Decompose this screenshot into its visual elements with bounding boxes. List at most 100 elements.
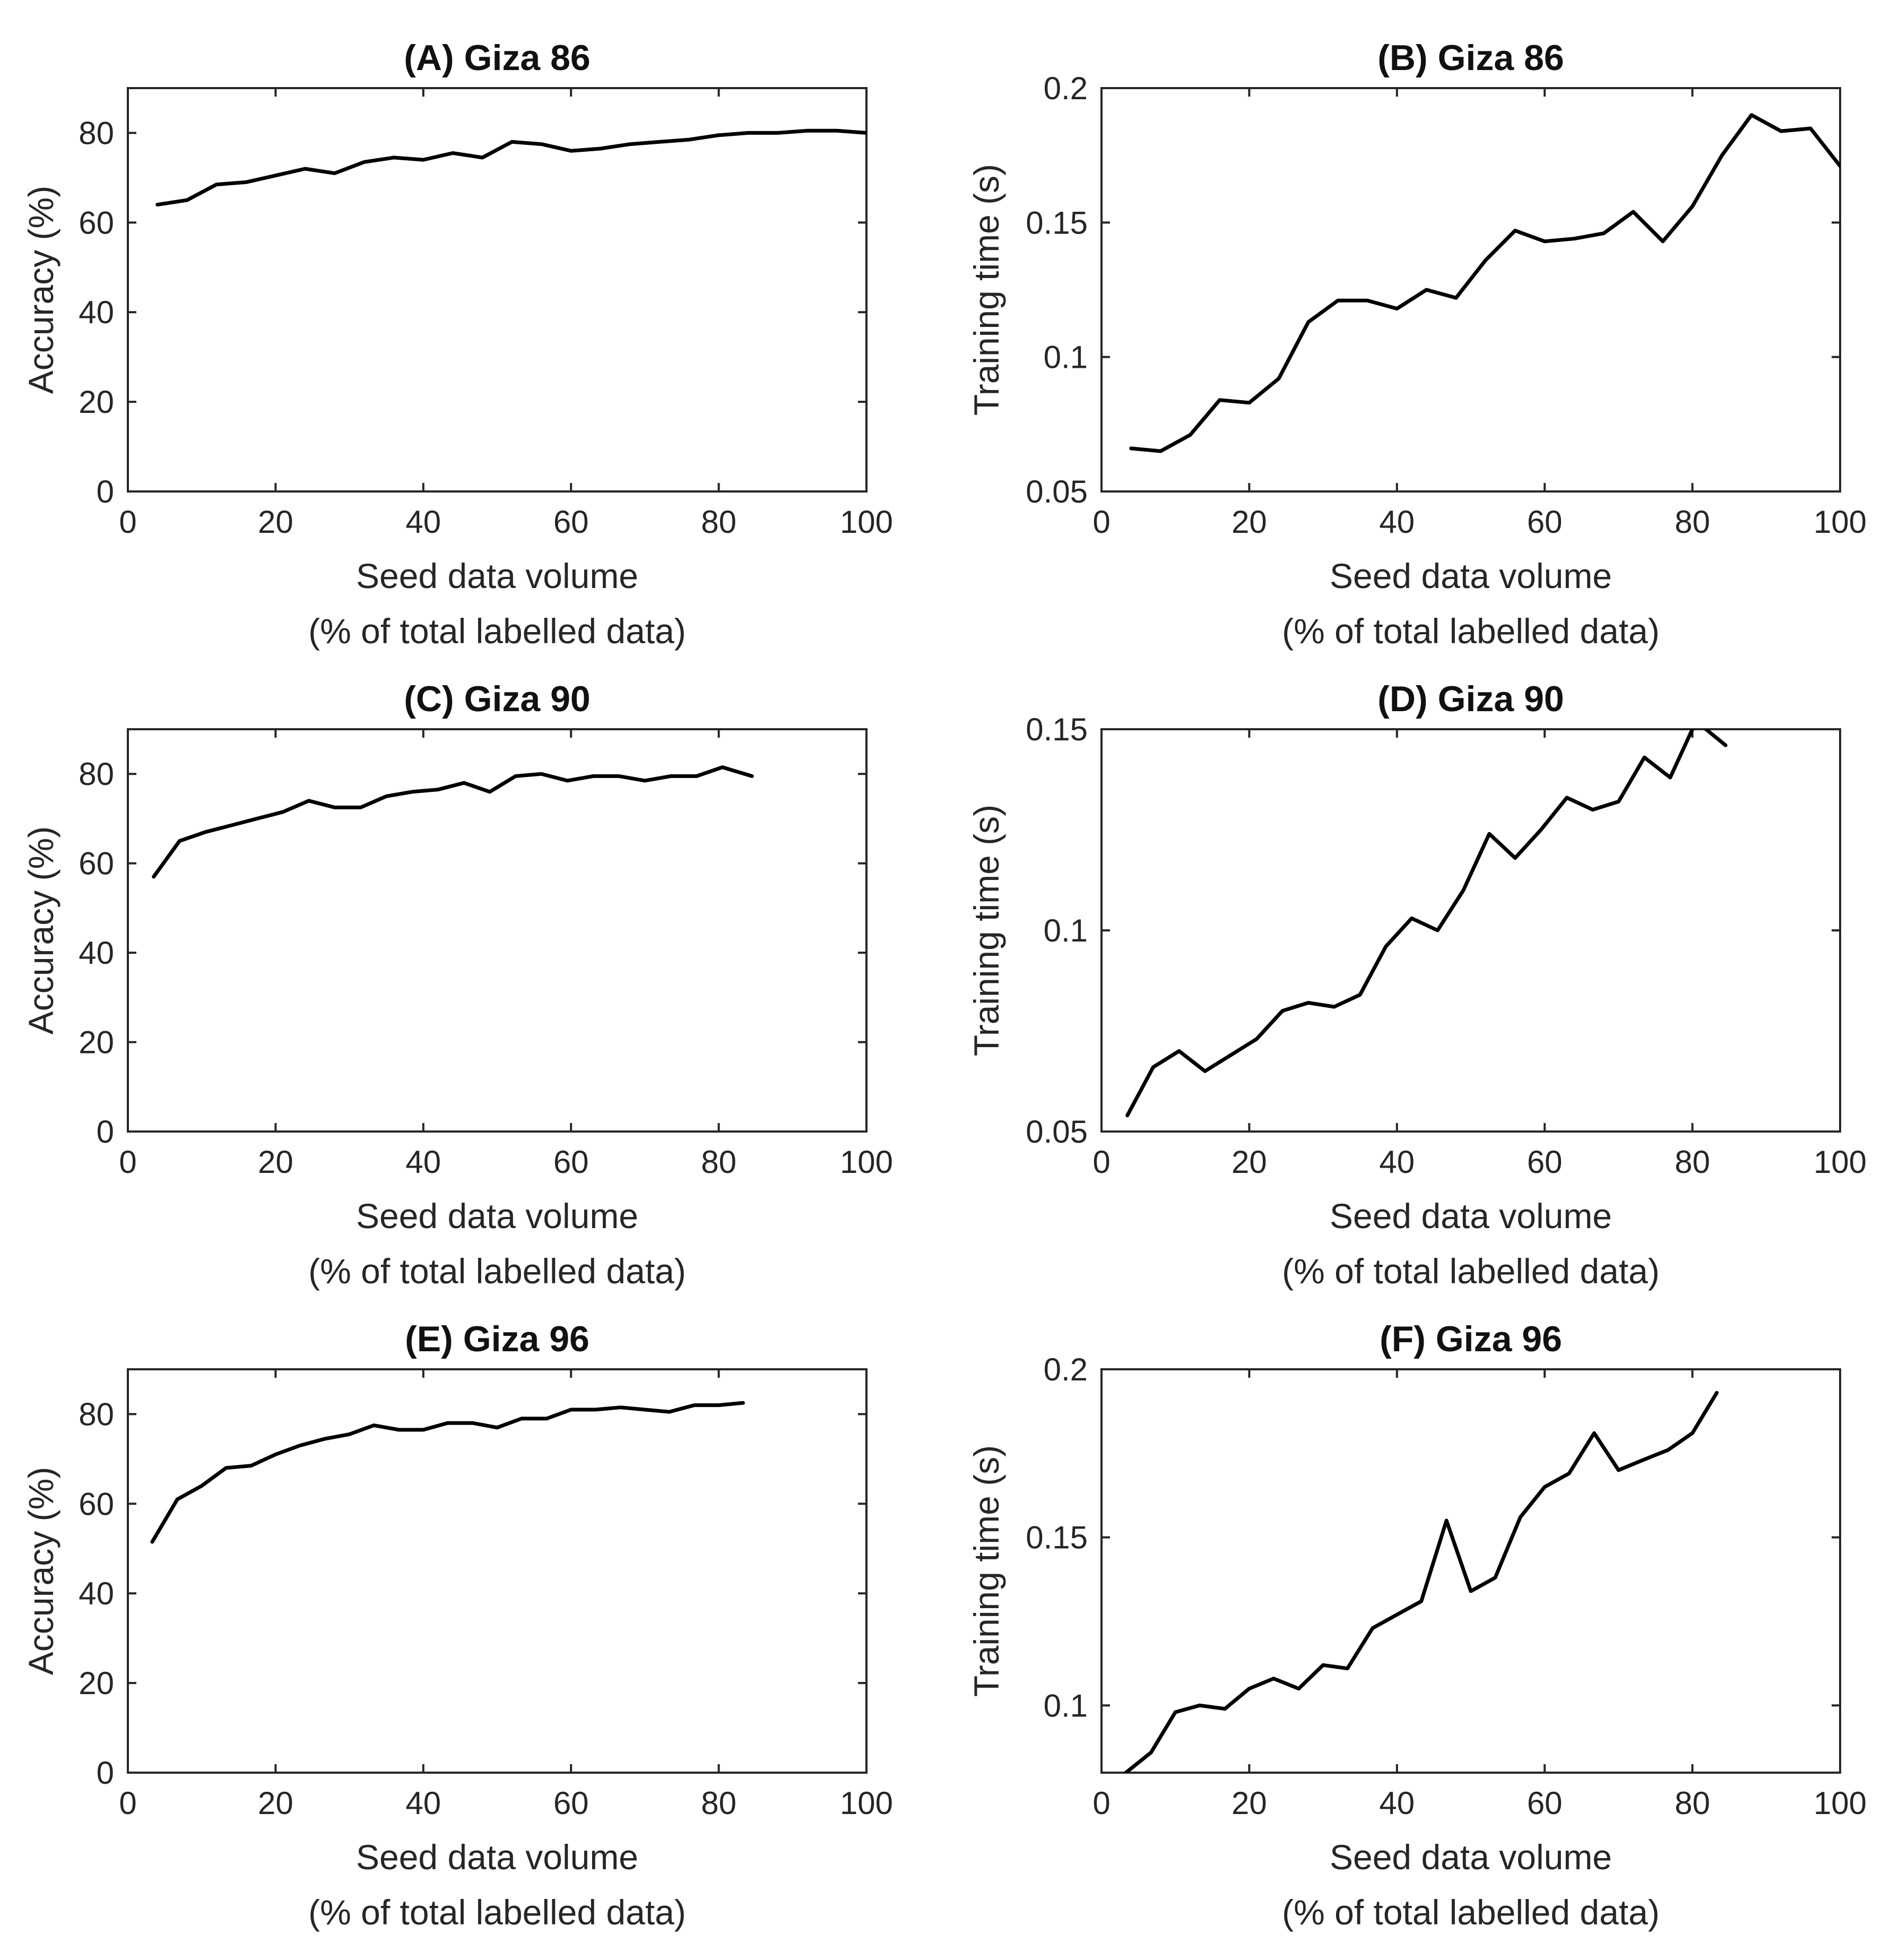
panel-f-axes-frame (1100, 1368, 1841, 1774)
panel-c-x-tick-label: 0 (119, 1144, 136, 1180)
panel-a-x-tick-label: 0 (119, 504, 136, 540)
panel-e-y-label: Accuracy (%) (21, 1467, 60, 1675)
panel-c-x-label: Seed data volume (356, 1196, 638, 1236)
panel-e-y-tick-label: 60 (79, 1486, 114, 1522)
panel-c-y-tick-label: 40 (79, 935, 114, 971)
panel-d-x-tick-label: 0 (1092, 1144, 1110, 1180)
panel-f-x-tick-label: 100 (1814, 1785, 1867, 1821)
panel-a-series-line (155, 128, 866, 207)
panel-d-x-tick-label: 20 (1232, 1144, 1267, 1180)
panel-e-axes-frame (127, 1368, 868, 1774)
panel-a-x-tick-label: 60 (553, 504, 589, 540)
panel-e-x-tick-label: 80 (701, 1785, 736, 1821)
panel-e-x-tick-label: 100 (840, 1785, 893, 1821)
panel-b-x-tick-label: 60 (1527, 504, 1563, 540)
panel-c: 0 20 40 60 80 100 0 20 40 60 80 (C) Giza 90 Seed dat… (21, 679, 893, 1291)
panel-a-y-label: Accuracy (%) (21, 186, 60, 394)
panel-e-x-tick-label: 60 (553, 1785, 589, 1821)
panel-e-series-line (150, 1401, 745, 1544)
panel-f-x-tick-label: 80 (1675, 1785, 1710, 1821)
panel-e-x-tick-label: 40 (405, 1785, 441, 1821)
panel-d-y-tick-label: 0.05 (1026, 1114, 1088, 1150)
panel-d-x-label-sub: (% of total labelled data) (1282, 1251, 1660, 1291)
panel-e-x-label-sub: (% of total labelled data) (308, 1893, 686, 1932)
panel-b-x-tick-label: 0 (1092, 504, 1110, 540)
panel-d-y-label: Training time (s) (967, 805, 1006, 1056)
panel-d-x-tick-label: 60 (1527, 1144, 1563, 1180)
panel-d-x-tick-label: 100 (1814, 1144, 1867, 1180)
panel-f-series-line (1124, 1391, 1719, 1773)
panel-d-x-label: Seed data volume (1330, 1196, 1612, 1236)
panel-e-y-tick-label: 20 (79, 1665, 114, 1701)
panel-a-y-tick-label: 40 (79, 295, 114, 330)
panel-b-x-tick-label: 100 (1814, 504, 1867, 540)
panel-b-x-tick-label: 40 (1379, 504, 1415, 540)
panel-a-axes-frame (127, 87, 868, 493)
panel-f-y-tick-label: 0.1 (1044, 1688, 1088, 1723)
panel-f-x-tick-label: 60 (1527, 1785, 1563, 1821)
panel-c-x-tick-label: 100 (840, 1144, 893, 1180)
panel-e-x-label: Seed data volume (356, 1837, 638, 1877)
panel-e-x-tick-label: 20 (258, 1785, 293, 1821)
panel-d-series-line (1125, 729, 1728, 1118)
panel-b-x-label-sub: (% of total labelled data) (1282, 611, 1660, 651)
panel-c-x-tick-label: 80 (701, 1144, 736, 1180)
panel-f-y-label: Training time (s) (967, 1445, 1006, 1697)
panel-c-title: (C) Giza 90 (404, 679, 590, 719)
panel-c-y-tick-label: 0 (97, 1114, 114, 1150)
panel-b-axes-frame (1100, 87, 1841, 493)
panel-b-series-line (1129, 113, 1840, 453)
panel-a-x-tick-label: 20 (258, 504, 293, 540)
panel-a-y-tick-label: 60 (79, 205, 114, 240)
panel-b-x-tick-label: 20 (1232, 504, 1267, 540)
panel-d: 0 20 40 60 80 100 0.05 0.1 0.15 (D) Giza 90 Seed d… (967, 679, 1867, 1291)
panel-b-y-tick-label: 0.1 (1044, 340, 1088, 375)
panel-b-x-label: Seed data volume (1330, 556, 1612, 595)
panel-c-x-tick-label: 20 (258, 1144, 293, 1180)
panel-a-y-tick-label: 0 (97, 474, 114, 510)
panel-c-axes-frame (127, 728, 868, 1133)
panel-a-y-tick-label: 20 (79, 384, 114, 420)
panel-e-y-tick-label: 80 (79, 1396, 114, 1432)
panel-d-y-tick-label: 0.15 (1026, 712, 1088, 747)
panel-c-y-tick-label: 80 (79, 756, 114, 792)
panel-f-x-tick-label: 0 (1092, 1785, 1110, 1821)
panel-f-x-label-sub: (% of total labelled data) (1282, 1893, 1660, 1932)
panel-a-x-tick-label: 80 (701, 504, 736, 540)
panel-c-series-line (152, 765, 754, 879)
panel-a-y-tick-label: 80 (79, 115, 114, 151)
panel-c-y-tick-label: 60 (79, 846, 114, 882)
panel-a: 0 20 40 60 80 100 0 20 40 60 80 (A) Giza 86 Seed dat… (21, 38, 893, 651)
panel-b-title: (B) Giza 86 (1377, 38, 1564, 78)
panel-b-y-tick-label: 0.15 (1026, 205, 1088, 240)
panel-e-y-tick-label: 40 (79, 1576, 114, 1611)
panel-e-x-tick-label: 0 (119, 1785, 136, 1821)
panel-f-x-label: Seed data volume (1330, 1837, 1612, 1877)
panel-e: 0 20 40 60 80 100 0 20 40 60 80 (E) Giza 96 Seed dat… (21, 1319, 893, 1932)
panel-f-y-tick-label: 0.2 (1044, 1352, 1088, 1387)
panel-a-x-tick-label: 40 (405, 504, 441, 540)
panel-c-x-tick-label: 60 (553, 1144, 589, 1180)
panel-b-y-tick-label: 0.05 (1026, 474, 1088, 510)
panel-c-y-label: Accuracy (%) (21, 826, 60, 1034)
panel-b-x-tick-label: 80 (1675, 504, 1710, 540)
panel-f-y-tick-label: 0.15 (1026, 1520, 1088, 1556)
panel-d-title: (D) Giza 90 (1377, 679, 1564, 719)
panel-d-x-tick-label: 80 (1675, 1144, 1710, 1180)
panel-a-x-tick-label: 100 (840, 504, 893, 540)
panel-c-y-tick-label: 20 (79, 1025, 114, 1060)
panel-f-x-tick-label: 40 (1379, 1785, 1415, 1821)
panel-b: 0 20 40 60 80 100 0.05 0.1 0.15 0.2 (B) Giza 86 See… (967, 38, 1867, 651)
panel-e-title: (E) Giza 96 (405, 1319, 589, 1359)
panel-a-x-label: Seed data volume (356, 556, 638, 595)
panel-f: 0 20 40 60 80 100 0.1 0.15 0.2 (F) Giza 96 Seed da… (967, 1319, 1867, 1932)
panel-b-y-label: Training time (s) (967, 164, 1006, 416)
panel-e-y-tick-label: 0 (97, 1755, 114, 1791)
panel-c-x-label-sub: (% of total labelled data) (308, 1251, 686, 1291)
panel-d-axes-frame (1100, 728, 1841, 1133)
panel-f-title: (F) Giza 96 (1380, 1319, 1562, 1359)
panel-b-y-tick-label: 0.2 (1044, 71, 1088, 106)
panel-d-y-tick-label: 0.1 (1044, 913, 1088, 948)
panel-c-x-tick-label: 40 (405, 1144, 441, 1180)
